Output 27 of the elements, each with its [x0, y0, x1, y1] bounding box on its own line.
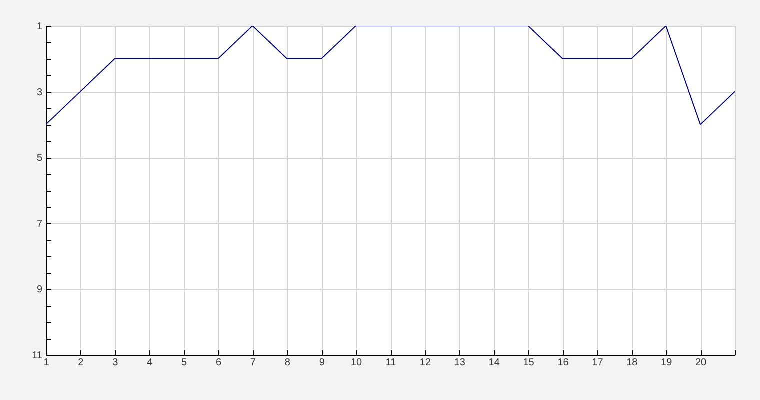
x-tick-label: 10	[350, 358, 363, 368]
x-tick-label: 15	[523, 358, 535, 368]
x-tick-label: 14	[488, 358, 500, 368]
x-tick-label: 20	[695, 358, 708, 368]
x-tick-label: 9	[319, 358, 326, 368]
x-tick-label: 11	[386, 358, 397, 368]
x-tick-label: 2	[78, 358, 84, 368]
x-tick-label: 17	[592, 358, 604, 368]
y-tick-label: 7	[36, 218, 43, 230]
y-tick-label: 5	[36, 153, 43, 164]
y-tick-label: 11	[32, 350, 43, 362]
x-tick-label: 13	[454, 358, 466, 368]
y-tick-label: 9	[36, 284, 43, 296]
y-tick-label: 3	[36, 87, 43, 98]
x-tick-label: 12	[420, 358, 432, 368]
x-tick-label: 19	[661, 358, 673, 368]
x-tick-label: 7	[250, 358, 256, 368]
x-tick-label: 5	[182, 358, 188, 368]
x-tick-label: 3	[112, 358, 119, 368]
x-tick-label: 18	[626, 358, 638, 368]
x-tick-label: 4	[147, 358, 154, 368]
y-tick-label: 1	[36, 22, 43, 32]
x-tick-label: 8	[284, 358, 291, 368]
x-tick-label: 16	[558, 358, 570, 368]
x-tick-label: 1	[44, 358, 50, 368]
line-series	[46, 26, 735, 126]
x-tick-label: 6	[216, 358, 222, 368]
